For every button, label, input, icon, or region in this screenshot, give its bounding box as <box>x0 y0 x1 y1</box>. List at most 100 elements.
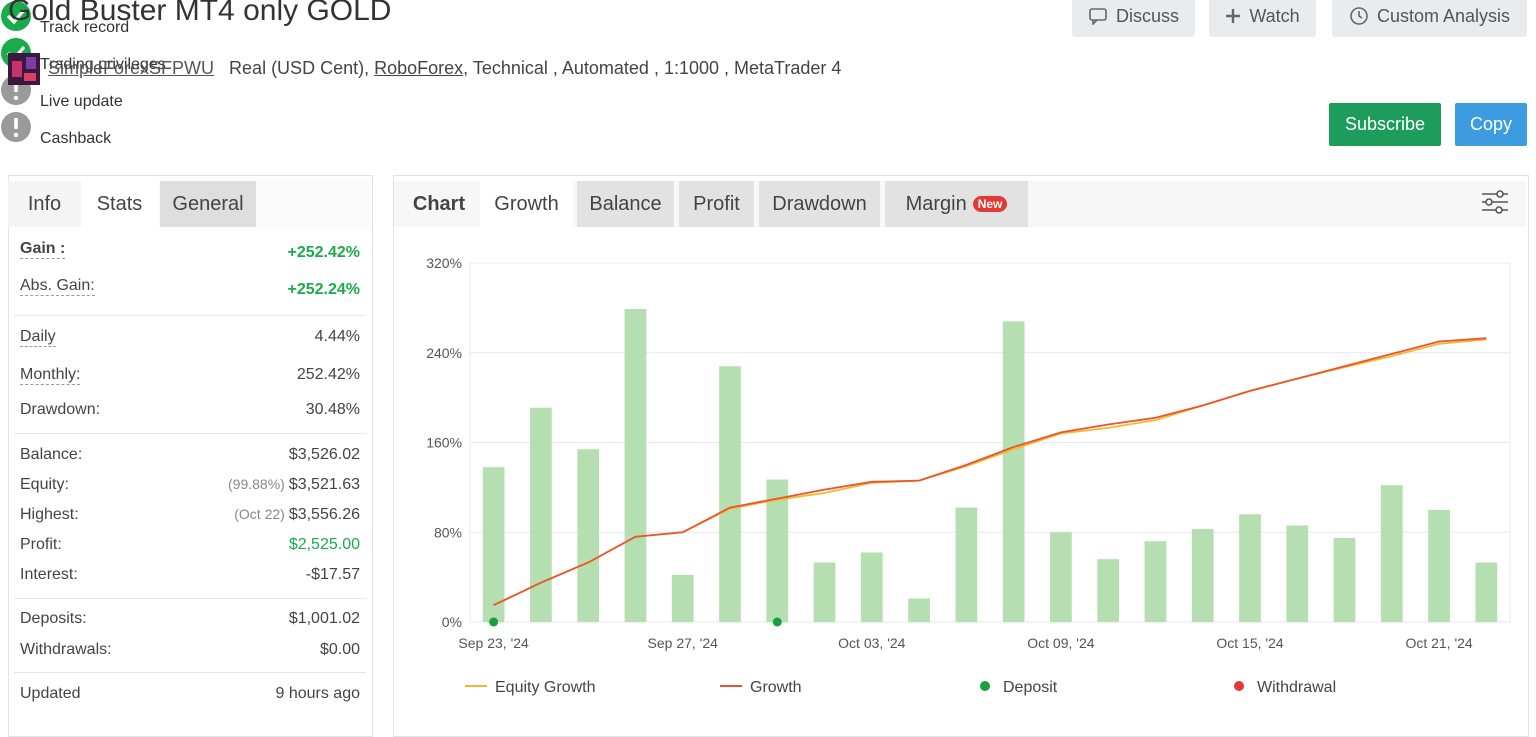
button-label: Watch <box>1249 5 1300 26</box>
y-tick-label: 240% <box>426 345 462 361</box>
x-tick-label: Oct 21, '24 <box>1405 635 1472 651</box>
stat-value: 4.44% <box>315 328 360 346</box>
bar <box>1380 485 1403 622</box>
tab[interactable]: Stats <box>81 181 158 227</box>
icon-dot <box>13 132 19 138</box>
y-tick-label: 320% <box>426 255 462 271</box>
clock-icon <box>1350 7 1368 25</box>
stat-value: -$17.57 <box>306 566 360 584</box>
stat-value: 9 hours ago <box>275 685 360 703</box>
tab-label: Profit <box>693 192 740 215</box>
stat-number: $3,556.26 <box>288 506 360 523</box>
system-details: , Technical , Automated , 1:1000 , MetaT… <box>463 58 842 78</box>
x-tick-label: Oct 15, '24 <box>1216 635 1283 651</box>
tab[interactable]: Profit <box>679 181 754 227</box>
stat-number: $1,001.02 <box>288 610 360 627</box>
x-tick-label: Sep 23, '24 <box>458 635 529 651</box>
stat-label: Gain : <box>20 240 66 259</box>
author-link[interactable]: SimpleForexSFPWU <box>48 58 215 78</box>
point <box>489 617 499 627</box>
stat-label: Profit: <box>20 536 62 553</box>
stat-value: $0.00 <box>320 641 360 659</box>
separator <box>14 598 366 599</box>
legend-label: Deposit <box>1003 679 1058 696</box>
stat-label: Equity: <box>20 476 69 493</box>
settings-icon[interactable] <box>1480 188 1510 218</box>
stat-number: +252.24% <box>287 281 360 298</box>
badge: Track record <box>0 0 155 37</box>
stat-label: Withdrawals: <box>20 641 112 658</box>
line <box>493 337 1487 607</box>
bar <box>482 467 505 622</box>
button-label: Discuss <box>1115 5 1179 26</box>
plus-icon <box>1226 9 1241 23</box>
stat-number: $2,525.00 <box>288 536 360 553</box>
x-tick-label: Oct 03, '24 <box>838 635 905 651</box>
stat-value: $1,001.02 <box>289 610 360 628</box>
new-badge: New <box>972 196 1008 212</box>
stat-number: 4.44% <box>314 328 360 345</box>
legend-swatch <box>1234 681 1244 691</box>
bar <box>1144 541 1167 622</box>
action-button[interactable]: Subscribe <box>1329 103 1441 146</box>
tab[interactable]: Growth <box>480 181 573 227</box>
stat-value: $2,525.00 <box>289 536 360 554</box>
meta-line: SimpleForexSFPWU Real (USD Cent), RoboFo… <box>48 58 841 79</box>
tab[interactable]: Drawdown <box>759 181 880 227</box>
bar <box>1191 528 1214 622</box>
watch-button[interactable]: Watch <box>1209 0 1316 37</box>
stat-label: Interest: <box>20 566 78 583</box>
bar <box>1050 532 1072 622</box>
icon-circle <box>1 1 31 31</box>
tab[interactable]: Info <box>8 181 81 227</box>
tab[interactable]: Margin New <box>885 181 1028 227</box>
tab: Chart <box>400 181 478 227</box>
discuss-button[interactable]: Discuss <box>1072 0 1195 37</box>
tab-label: Balance <box>589 192 662 215</box>
y-tick-label: 0% <box>442 614 462 630</box>
stat-value: +252.24% <box>287 281 360 299</box>
stat-value: (Oct 22) $3,556.26 <box>234 506 360 524</box>
stat-value: (99.88%) $3,521.63 <box>228 476 360 494</box>
stat-value: 30.48% <box>306 401 360 419</box>
tab-label: Chart <box>412 192 466 215</box>
bar <box>671 574 694 622</box>
bar <box>955 507 978 622</box>
stat-label: Deposits: <box>20 610 87 627</box>
legend-swatch <box>980 681 990 691</box>
action-button[interactable]: Copy <box>1455 103 1527 146</box>
stat-number: 9 hours ago <box>275 685 360 702</box>
tab[interactable]: Balance <box>577 181 674 227</box>
icon-dot <box>13 95 19 101</box>
badge-label: Track record <box>40 19 130 36</box>
bar <box>1475 562 1498 622</box>
stat-label: Highest: <box>20 506 79 523</box>
tab[interactable]: General <box>160 181 256 227</box>
bar <box>1428 509 1450 622</box>
legend-label: Withdrawal <box>1257 679 1336 696</box>
x-tick-label: Sep 27, '24 <box>648 635 719 651</box>
stat-value: 252.42% <box>297 366 360 384</box>
y-tick-label: 160% <box>426 435 462 451</box>
stat-label: Updated <box>20 685 81 702</box>
stat-number: $0.00 <box>319 641 360 658</box>
stat-value: $3,526.02 <box>289 446 360 464</box>
stat-label: Abs. Gain: <box>20 277 95 296</box>
bar <box>624 308 647 622</box>
bar <box>1286 525 1309 622</box>
bar <box>1239 514 1261 622</box>
bar <box>1097 559 1120 622</box>
bar <box>813 562 836 622</box>
stat-label: Balance: <box>20 446 83 463</box>
broker-link[interactable]: RoboForex <box>374 58 464 78</box>
stat-number: $3,521.63 <box>288 476 360 493</box>
custom-analysis-button[interactable]: Custom Analysis <box>1332 0 1527 37</box>
stat-number: -$17.57 <box>305 566 360 583</box>
point <box>772 617 782 627</box>
legend-label: Equity Growth <box>495 679 595 696</box>
bar <box>1333 537 1356 622</box>
badge-label: Cashback <box>40 130 112 147</box>
chart: 0% 80% 160% 240% 320% Sep 23, '24 Sep 27, '24 O… <box>426 255 1511 696</box>
alert-icon <box>1 112 31 142</box>
